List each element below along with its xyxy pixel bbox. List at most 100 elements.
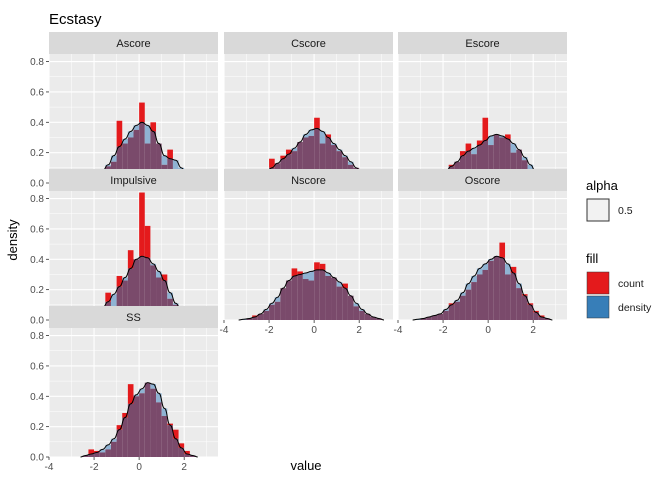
count-bar <box>167 149 173 159</box>
density-bar <box>505 263 511 275</box>
count-bar <box>122 412 128 418</box>
overlap-bar <box>144 382 151 457</box>
y-tick-label: 0.4 <box>30 255 44 266</box>
facet-strip-label: Nscore <box>291 175 326 187</box>
count-bar <box>280 155 286 159</box>
density-curve <box>238 269 385 321</box>
density-bar <box>443 309 449 311</box>
overlap-bar <box>116 429 123 457</box>
density-curve <box>412 255 553 321</box>
count-bar <box>127 384 134 404</box>
overlap-bar <box>105 449 111 457</box>
facet-strip <box>224 169 393 191</box>
density-bar <box>133 125 140 130</box>
facet-panels: Ascore 0.0 0.2 0.4 0.6 0.8 Cscore Escore Impulsi… <box>30 32 567 473</box>
count-bar <box>448 303 455 305</box>
overlap-bar <box>459 295 466 320</box>
overlap-bar <box>325 275 332 320</box>
facet-strip-label: Escore <box>465 38 499 50</box>
overlap-bar <box>488 260 494 320</box>
density-bar <box>150 263 157 266</box>
count-bar <box>476 140 483 146</box>
legend-count-label: count <box>618 278 644 290</box>
count-bar <box>139 102 145 123</box>
count-bar <box>291 268 298 276</box>
overlap-bar <box>533 312 539 320</box>
density-bar <box>105 444 111 450</box>
overlap-bar <box>336 151 343 183</box>
density-bar <box>110 438 117 442</box>
y-tick-label: 0.0 <box>30 316 44 327</box>
facet-strip <box>49 306 218 328</box>
density-bar <box>302 272 309 280</box>
overlap-bar <box>353 306 360 320</box>
facet-strip-label: Impulsive <box>110 175 156 187</box>
overlap-bar <box>347 295 354 320</box>
overlap-bar <box>454 301 460 320</box>
x-axis-title: value <box>290 458 321 473</box>
x-tick-label: -2 <box>265 325 274 336</box>
overlap-bar <box>505 138 511 183</box>
overlap-bar <box>246 318 253 320</box>
density-bar <box>359 309 365 311</box>
overlap-bar <box>325 137 332 183</box>
overlap-bar <box>274 301 281 320</box>
count-bar <box>448 164 455 167</box>
density-bar <box>342 155 348 158</box>
x-tick-label: 2 <box>181 462 187 473</box>
overlap-bar <box>426 316 432 320</box>
facet-strip <box>224 32 393 54</box>
facet-strip <box>398 32 567 54</box>
density-bar <box>110 294 117 308</box>
density-bar <box>172 160 179 170</box>
overlap-bar <box>331 145 337 183</box>
count-bar <box>521 294 528 296</box>
overlap-bar <box>364 313 371 320</box>
count-bar <box>314 117 320 129</box>
overlap-bar <box>314 128 320 183</box>
count-bar <box>319 263 326 270</box>
overlap-bar <box>167 425 173 457</box>
overlap-bar <box>139 256 145 320</box>
y-tick-label: 0.4 <box>30 118 44 129</box>
density-bar <box>353 303 360 307</box>
overlap-bar <box>269 304 275 320</box>
density-bar <box>325 272 332 276</box>
overlap-bar <box>471 282 477 320</box>
count-bar <box>538 315 545 317</box>
overlap-bar <box>437 313 444 320</box>
facet-escore: Escore <box>397 32 567 184</box>
count-bar <box>178 443 185 448</box>
chart-title: Ecstasy <box>49 11 102 28</box>
facet-strip <box>398 169 567 191</box>
y-tick-label: 0.8 <box>30 331 44 342</box>
x-tick-label: 2 <box>356 325 362 336</box>
overlap-bar <box>465 289 472 320</box>
y-tick-label: 0.4 <box>30 392 44 403</box>
density-bar <box>488 135 494 146</box>
overlap-bar <box>336 286 343 320</box>
density-bar <box>302 134 309 138</box>
overlap-bar <box>499 257 506 320</box>
y-tick-label: 0.2 <box>30 285 44 296</box>
overlap-bar <box>331 277 337 320</box>
overlap-bar <box>420 318 427 320</box>
overlap-bar <box>127 137 134 183</box>
density-bar <box>139 388 145 394</box>
x-tick-label: -2 <box>90 462 99 473</box>
density-bar <box>291 148 298 152</box>
overlap-bar <box>88 453 95 457</box>
density-bar <box>308 271 315 281</box>
count-bar <box>116 275 123 287</box>
overlap-bar <box>110 441 117 457</box>
overlap-bar <box>342 288 348 320</box>
facet-strip <box>49 32 218 54</box>
overlap-bar <box>510 272 517 320</box>
overlap-bar <box>122 143 128 183</box>
facet-strip-label: Cscore <box>291 38 326 50</box>
density-bar <box>319 131 326 144</box>
overlap-bar <box>116 146 123 183</box>
count-bar <box>144 225 151 258</box>
y-tick-label: 0.2 <box>30 148 44 159</box>
count-bar <box>297 271 303 275</box>
